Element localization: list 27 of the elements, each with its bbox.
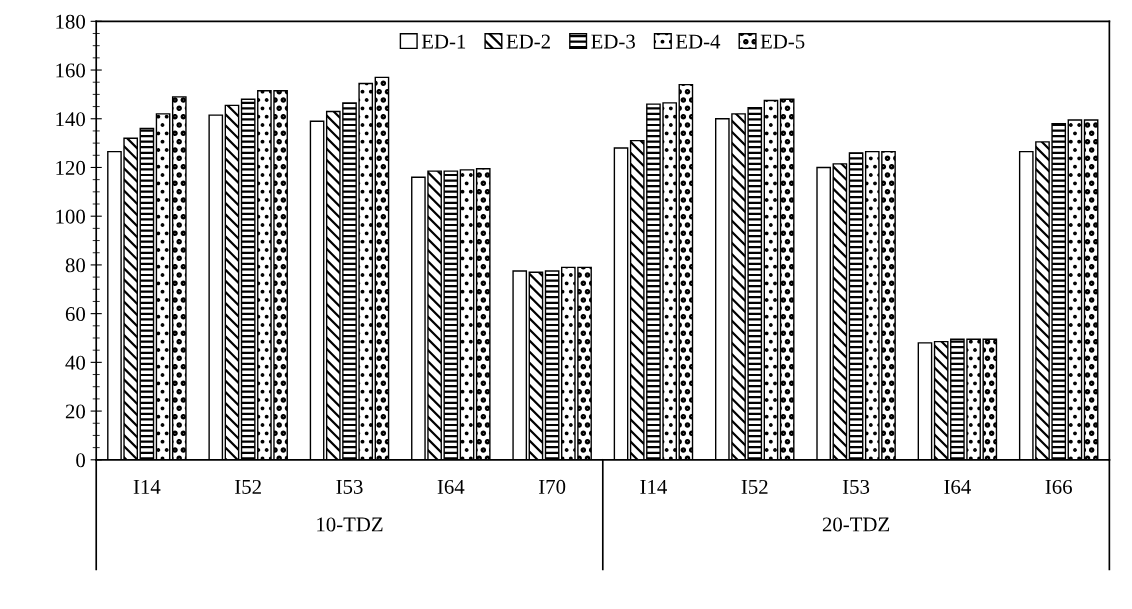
y-tick-label: 0 [76, 453, 86, 468]
x-tick-label: I14 [133, 479, 161, 494]
legend-label: ED-1 [421, 34, 466, 49]
legend-label: ED-2 [506, 34, 550, 49]
x-tick-label: I64 [944, 479, 971, 494]
y-tick-label: 140 [56, 112, 86, 127]
x-tick-label: I52 [741, 479, 768, 494]
x-tick-label: I14 [640, 479, 668, 494]
x-tick-label: I53 [336, 479, 363, 494]
x-tick-label: I52 [235, 479, 261, 494]
text: 10-TDZ [317, 517, 383, 532]
y-tick-label: 80 [65, 258, 86, 273]
y-tick-label: 160 [56, 63, 86, 78]
legend-label: ED-5 [760, 34, 805, 49]
x-tick-label: I70 [539, 479, 566, 494]
y-tick-label: 180 [56, 14, 86, 29]
legend-label: ED-3 [591, 34, 635, 49]
legend-label: ED-4 [675, 34, 721, 49]
y-tick-label: 120 [56, 160, 86, 175]
y-tick-label: 60 [65, 307, 86, 322]
y-tick-label: 20 [65, 404, 86, 419]
text: 20-TDZ [822, 517, 890, 532]
x-tick-label: I66 [1045, 479, 1072, 494]
x-tick-label: I64 [437, 479, 465, 494]
y-tick-label: 40 [65, 355, 86, 370]
y-tick-label: 100 [56, 209, 86, 224]
x-tick-label: I53 [842, 479, 870, 494]
